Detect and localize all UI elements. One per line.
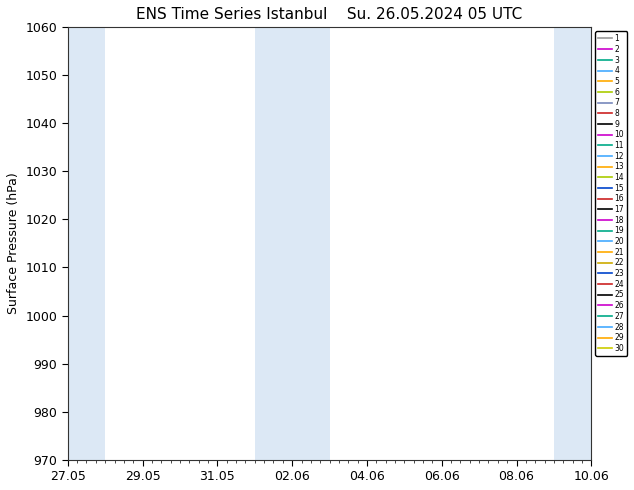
- Title: ENS Time Series Istanbul    Su. 26.05.2024 05 UTC: ENS Time Series Istanbul Su. 26.05.2024 …: [136, 7, 522, 22]
- Bar: [255, 27, 330, 460]
- Bar: [554, 27, 592, 460]
- Y-axis label: Surface Pressure (hPa): Surface Pressure (hPa): [7, 172, 20, 314]
- Legend: 1, 2, 3, 4, 5, 6, 7, 8, 9, 10, 11, 12, 13, 14, 15, 16, 17, 18, 19, 20, 21, 22, 2: 1, 2, 3, 4, 5, 6, 7, 8, 9, 10, 11, 12, 1…: [595, 31, 627, 356]
- Bar: [68, 27, 105, 460]
